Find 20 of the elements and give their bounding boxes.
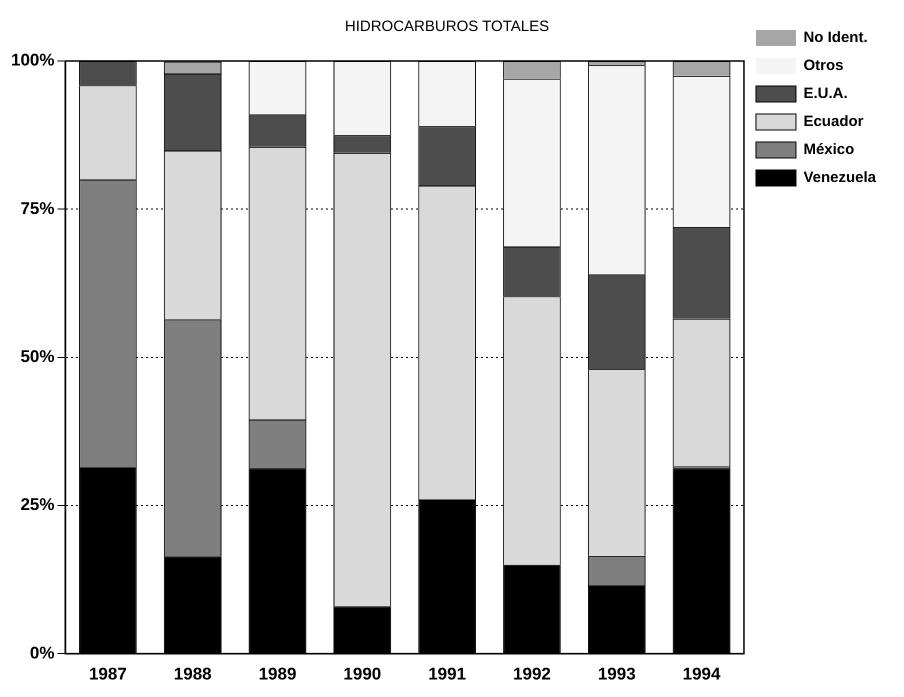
- x-tick-label: 1987: [88, 664, 127, 684]
- x-tick-label: 1988: [174, 664, 212, 684]
- y-tick-label: 100%: [10, 50, 54, 70]
- legend-label: No Ident.: [803, 29, 868, 46]
- y-tick-label: 75%: [20, 198, 54, 218]
- y-tick-label: 25%: [20, 495, 54, 514]
- y-tick-label: 0%: [30, 643, 54, 662]
- x-tick-label: 1991: [428, 664, 466, 684]
- y-tick-label: 50%: [20, 346, 54, 366]
- legend-label: Ecuador: [803, 113, 864, 130]
- x-tick-label: 1992: [513, 664, 551, 684]
- x-tick-label: 1994: [682, 664, 722, 684]
- legend-label: E.U.A.: [803, 85, 848, 102]
- legend-label: Otros: [803, 57, 844, 74]
- x-tick-label: 1990: [343, 664, 382, 684]
- legend-label: Venezuela: [803, 169, 877, 186]
- x-tick-label: 1993: [598, 664, 636, 684]
- x-tick-label: 1989: [258, 664, 296, 684]
- legend-label: México: [803, 141, 854, 158]
- chart-title: HIDROCARBUROS TOTALES: [344, 18, 550, 36]
